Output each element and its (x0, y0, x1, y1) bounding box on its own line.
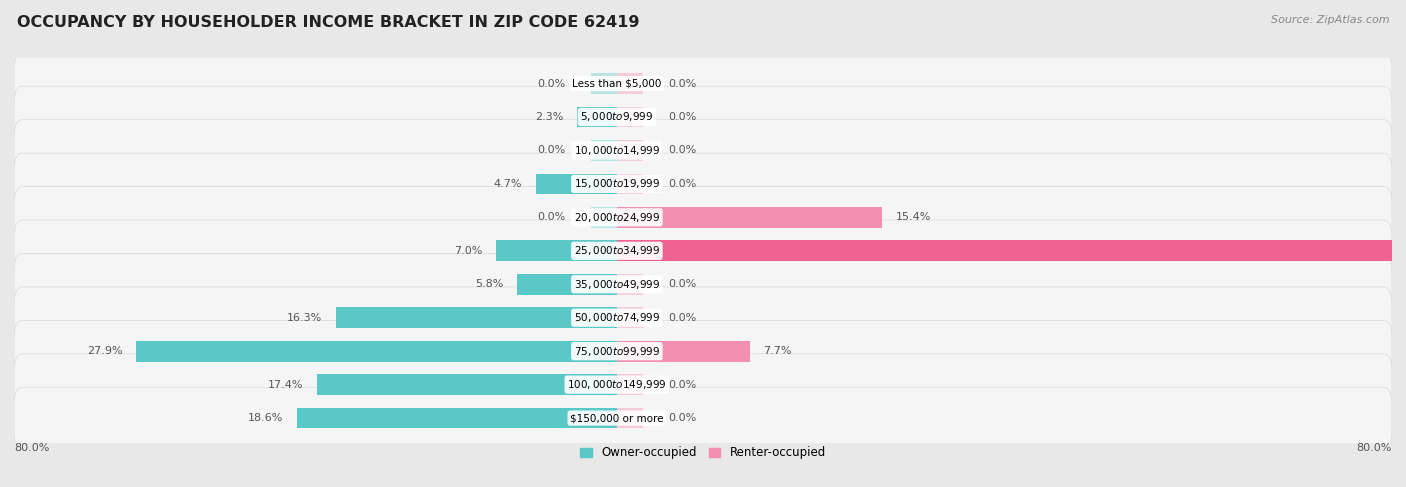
Text: 0.0%: 0.0% (537, 146, 565, 155)
Text: 15.4%: 15.4% (896, 212, 931, 223)
Text: $75,000 to $99,999: $75,000 to $99,999 (574, 345, 659, 357)
FancyBboxPatch shape (14, 153, 1392, 215)
Text: $150,000 or more: $150,000 or more (569, 413, 664, 423)
Text: 0.0%: 0.0% (669, 413, 697, 423)
Bar (496, 241, 617, 261)
Text: OCCUPANCY BY HOUSEHOLDER INCOME BRACKET IN ZIP CODE 62419: OCCUPANCY BY HOUSEHOLDER INCOME BRACKET … (17, 15, 640, 30)
Bar (617, 207, 882, 228)
Bar (617, 341, 749, 361)
Text: 80.0%: 80.0% (1357, 443, 1392, 453)
Text: 0.0%: 0.0% (669, 112, 697, 122)
Text: 0.0%: 0.0% (669, 179, 697, 189)
Text: 0.0%: 0.0% (669, 279, 697, 289)
Bar (617, 241, 1406, 261)
Text: 5.8%: 5.8% (475, 279, 503, 289)
FancyBboxPatch shape (14, 220, 1392, 281)
Bar (536, 173, 617, 194)
Bar (578, 107, 617, 128)
Text: $35,000 to $49,999: $35,000 to $49,999 (574, 278, 659, 291)
Text: 7.7%: 7.7% (763, 346, 792, 356)
Bar (136, 341, 617, 361)
Bar (591, 73, 617, 94)
Bar (617, 107, 643, 128)
Bar (591, 140, 617, 161)
Text: $100,000 to $149,999: $100,000 to $149,999 (567, 378, 666, 391)
Text: Less than $5,000: Less than $5,000 (572, 78, 662, 89)
FancyBboxPatch shape (14, 187, 1392, 248)
Text: $25,000 to $34,999: $25,000 to $34,999 (574, 244, 659, 257)
FancyBboxPatch shape (14, 53, 1392, 114)
FancyBboxPatch shape (14, 387, 1392, 449)
Bar (617, 307, 643, 328)
FancyBboxPatch shape (14, 86, 1392, 148)
Bar (617, 140, 643, 161)
Text: 0.0%: 0.0% (537, 78, 565, 89)
Bar (517, 274, 617, 295)
Text: 17.4%: 17.4% (269, 380, 304, 390)
Text: 0.0%: 0.0% (669, 78, 697, 89)
Bar (617, 408, 643, 429)
Text: 0.0%: 0.0% (669, 146, 697, 155)
Text: 7.0%: 7.0% (454, 246, 482, 256)
Text: 2.3%: 2.3% (536, 112, 564, 122)
Text: $20,000 to $24,999: $20,000 to $24,999 (574, 211, 659, 224)
FancyBboxPatch shape (14, 354, 1392, 415)
Bar (336, 307, 617, 328)
Text: $50,000 to $74,999: $50,000 to $74,999 (574, 311, 659, 324)
Text: $15,000 to $19,999: $15,000 to $19,999 (574, 177, 659, 190)
Bar (617, 274, 643, 295)
Bar (297, 408, 617, 429)
Text: $5,000 to $9,999: $5,000 to $9,999 (581, 111, 654, 124)
Text: 0.0%: 0.0% (537, 212, 565, 223)
FancyBboxPatch shape (14, 320, 1392, 382)
Text: 0.0%: 0.0% (669, 380, 697, 390)
Text: 18.6%: 18.6% (247, 413, 283, 423)
Text: $10,000 to $14,999: $10,000 to $14,999 (574, 144, 659, 157)
Bar (318, 374, 617, 395)
Text: 80.0%: 80.0% (14, 443, 49, 453)
Text: Source: ZipAtlas.com: Source: ZipAtlas.com (1271, 15, 1389, 25)
FancyBboxPatch shape (14, 287, 1392, 349)
FancyBboxPatch shape (14, 253, 1392, 315)
Text: 16.3%: 16.3% (287, 313, 322, 323)
Bar (591, 207, 617, 228)
FancyBboxPatch shape (14, 120, 1392, 181)
Text: 4.7%: 4.7% (494, 179, 522, 189)
Bar (617, 73, 643, 94)
Text: 27.9%: 27.9% (87, 346, 122, 356)
Bar (617, 374, 643, 395)
Bar (617, 173, 643, 194)
Legend: Owner-occupied, Renter-occupied: Owner-occupied, Renter-occupied (575, 442, 831, 464)
Text: 0.0%: 0.0% (669, 313, 697, 323)
